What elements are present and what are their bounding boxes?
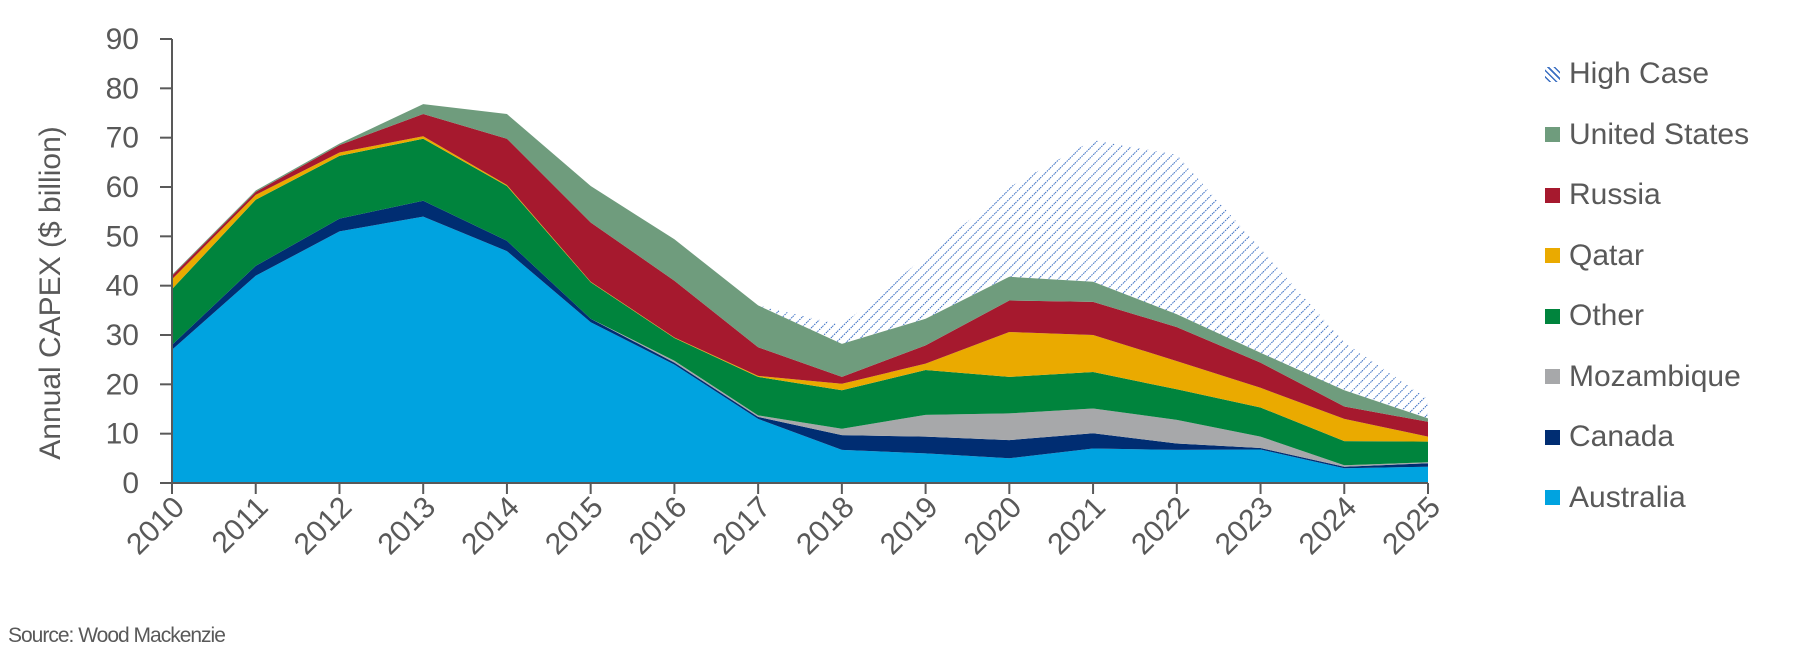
legend-swatch-icon: [1545, 490, 1560, 506]
legend-swatch-icon: [1545, 187, 1560, 203]
legend-item-other: Other: [1545, 286, 1795, 347]
x-tick-label: 2022: [1125, 491, 1196, 562]
legend-item-canada: Canada: [1545, 407, 1795, 468]
legend-label: Australia: [1569, 480, 1686, 514]
area-russia: [172, 114, 1428, 437]
x-tick-label: 2013: [372, 491, 443, 562]
source-note: Source: Wood Mackenzie: [8, 624, 226, 647]
legend-label: United States: [1569, 117, 1750, 151]
legend-item-australia: Australia: [1545, 468, 1795, 529]
x-tick-label: 2025: [1376, 491, 1447, 562]
legend-label: Russia: [1569, 178, 1661, 212]
legend-item-high-case: High Case: [1545, 44, 1795, 105]
y-tick-label: 50: [106, 220, 139, 253]
x-tick-label: 2012: [288, 491, 359, 562]
y-tick-label: 80: [106, 72, 139, 105]
legend-item-mozambique: Mozambique: [1545, 347, 1795, 408]
legend-item-qatar: Qatar: [1545, 226, 1795, 287]
legend-swatch-icon: [1545, 127, 1560, 143]
legend-swatch-icon: [1545, 248, 1560, 264]
legend-label: Other: [1569, 299, 1645, 333]
y-tick-label: 40: [106, 270, 139, 303]
x-tick-label: 2019: [874, 491, 945, 562]
x-tick-label: 2021: [1041, 491, 1112, 562]
y-axis-title: Annual CAPEX ($ billion): [34, 126, 67, 460]
area-qatar: [172, 136, 1428, 442]
x-tick-label: 2024: [1293, 491, 1364, 562]
x-tick-label: 2018: [790, 491, 861, 562]
x-tick-label: 2015: [539, 491, 610, 562]
legend-label: Mozambique: [1569, 359, 1741, 393]
y-tick-label: 10: [106, 418, 139, 451]
legend-label: Qatar: [1569, 238, 1645, 272]
plot-areas: [172, 104, 1428, 483]
legend-label: Canada: [1569, 420, 1675, 454]
legend-item-russia: Russia: [1545, 165, 1795, 226]
x-tick-labels: 2010 2011 2012 2013 2014 2015 2016 2017 2018 2019…: [120, 491, 1447, 562]
x-tick-label: 2020: [958, 491, 1029, 562]
legend-swatch-icon: [1545, 429, 1560, 445]
y-tick-label: 90: [106, 23, 139, 56]
legend-swatch-icon: [1545, 66, 1560, 82]
x-tick-label: 2010: [120, 491, 191, 562]
x-tick-label: 2023: [1209, 491, 1280, 562]
y-tick-label: 20: [106, 368, 139, 401]
x-tick-label: 2011: [206, 491, 275, 560]
legend-label: High Case: [1569, 57, 1710, 91]
y-tick-label: 60: [106, 171, 139, 204]
legend-swatch-icon: [1545, 369, 1560, 385]
legend-item-united-states: United States: [1545, 105, 1795, 166]
area-other: [172, 138, 1428, 466]
y-tick-labels: 0 10 20 30 40 50 60 70 80 90: [106, 23, 139, 500]
x-tick-label: 2014: [455, 491, 526, 562]
area-high-case: [758, 140, 1428, 419]
area-australia: [172, 216, 1428, 483]
area-united-states: [172, 104, 1428, 422]
y-tick-label: 30: [106, 319, 139, 352]
legend: High Case United States Russia Qatar Other Mo…: [1545, 44, 1795, 528]
y-tick-label: 70: [106, 122, 139, 155]
x-tick-label: 2017: [707, 491, 778, 562]
axes: [160, 38, 1429, 494]
legend-swatch-icon: [1545, 308, 1560, 324]
y-tick-label: 0: [122, 467, 139, 500]
x-tick-label: 2016: [623, 491, 694, 562]
